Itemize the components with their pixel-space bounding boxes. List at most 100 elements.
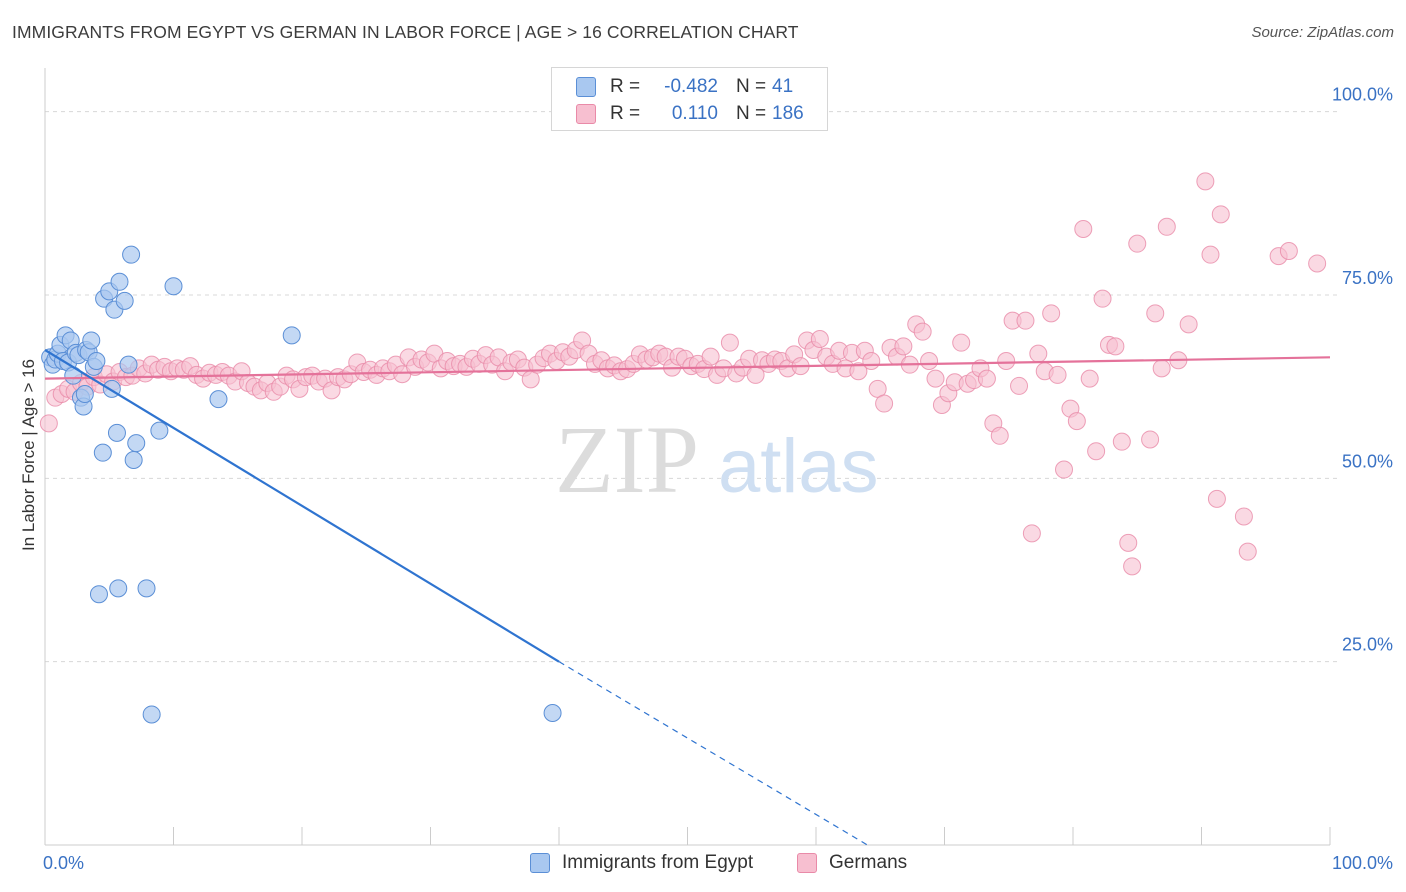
egypt-point	[150, 421, 169, 440]
egypt-point	[137, 579, 156, 598]
german-point	[1087, 442, 1106, 461]
egypt-point	[142, 705, 161, 724]
egypt-point	[119, 355, 138, 374]
german-point	[1211, 205, 1230, 224]
german-point	[1016, 311, 1035, 330]
german-point	[39, 414, 58, 433]
german-point	[720, 333, 739, 352]
y-axis-title: In Labor Force | Age > 16	[19, 359, 38, 551]
legend-r-label: R =	[610, 76, 641, 97]
x-tick-label: 0.0%	[43, 853, 84, 873]
german-point	[1074, 220, 1093, 238]
egypt-point	[282, 326, 301, 345]
watermark: ZIP atlas	[555, 406, 879, 513]
german-point	[1112, 432, 1131, 451]
legend-r-value: 0.110	[671, 103, 718, 124]
bottom-legend-german: Germans	[797, 852, 907, 874]
german-point	[875, 394, 894, 413]
egypt-point	[109, 579, 128, 598]
german-point	[1029, 344, 1048, 363]
legend-row-german: R = 0.110 N = 186	[576, 102, 804, 126]
egypt-point	[87, 352, 106, 370]
egypt-trend-extension	[558, 661, 868, 846]
bottom-legend-egypt: Immigrants from Egypt	[530, 852, 753, 874]
egypt-point	[89, 585, 108, 604]
correlation-legend: R = -0.482 N = 41 R = 0.110 N = 186	[551, 67, 828, 131]
german-point	[1093, 289, 1112, 308]
german-point	[849, 362, 868, 381]
egypt-point	[124, 451, 143, 469]
y-tick-label: 75.0%	[1342, 268, 1393, 288]
german-point	[1042, 304, 1061, 323]
x-tick-label: 100.0%	[1332, 853, 1393, 873]
german-point	[1279, 242, 1298, 260]
legend-n-value: 186	[772, 103, 804, 124]
source-attribution: Source: ZipAtlas.com	[1251, 24, 1394, 41]
egypt-trend-line	[44, 349, 560, 663]
chart-title: IMMIGRANTS FROM EGYPT VS GERMAN IN LABOR…	[12, 22, 799, 42]
watermark-atlas: atlas	[718, 424, 879, 509]
egypt-swatch	[576, 77, 596, 97]
german-point	[1238, 542, 1257, 561]
tick-labels: 25.0% 50.0% 75.0% 100.0% 0.0% 100.0%	[43, 85, 1393, 873]
german-point	[1157, 217, 1176, 236]
egypt-legend-label: Immigrants from Egypt	[562, 852, 754, 873]
egypt-point	[115, 291, 134, 310]
german-point	[1048, 365, 1067, 384]
german-point	[920, 352, 939, 370]
german-legend-label: Germans	[829, 852, 908, 873]
german-point	[990, 426, 1009, 445]
german-point	[894, 337, 913, 356]
german-point	[1201, 245, 1220, 264]
egypt-point	[122, 245, 141, 264]
german-point	[1022, 524, 1041, 543]
egypt-point	[127, 434, 146, 453]
egypt-point	[75, 385, 94, 403]
y-tick-label: 25.0%	[1342, 635, 1393, 655]
german-point	[810, 330, 829, 348]
german-point	[1055, 460, 1074, 479]
german-swatch	[576, 104, 596, 124]
legend-n-label: N =	[736, 76, 767, 97]
german-point	[1141, 430, 1160, 449]
german-series	[39, 172, 1327, 576]
german-point	[952, 333, 971, 352]
german-point	[701, 347, 720, 366]
german-point	[1128, 234, 1147, 253]
y-tick-label: 100.0%	[1332, 85, 1393, 105]
german-point	[926, 369, 945, 388]
german-point	[1119, 533, 1138, 552]
egypt-point	[107, 423, 126, 442]
german-point	[1234, 507, 1253, 526]
egypt-series	[41, 245, 562, 724]
german-trend-line	[44, 356, 1331, 380]
german-point	[1308, 254, 1327, 273]
german-point	[977, 369, 996, 388]
german-point	[1123, 557, 1142, 576]
egypt-point	[82, 331, 101, 350]
trend-lines	[44, 349, 1331, 846]
german-point	[1080, 369, 1099, 388]
egypt-swatch	[530, 853, 550, 873]
german-point	[1146, 304, 1165, 323]
egypt-point	[543, 704, 562, 722]
y-tick-label: 50.0%	[1342, 451, 1393, 471]
watermark-zip: ZIP	[555, 406, 699, 513]
egypt-point	[164, 277, 183, 296]
legend-n-value: 41	[772, 76, 794, 97]
german-point	[1067, 412, 1086, 431]
legend-r-value: -0.482	[664, 76, 718, 97]
egypt-point	[209, 390, 228, 409]
axes	[44, 68, 1331, 846]
german-point	[997, 352, 1016, 370]
german-swatch	[797, 853, 817, 873]
egypt-point	[110, 272, 129, 291]
german-point	[1106, 337, 1125, 356]
german-point	[862, 352, 881, 370]
egypt-point	[93, 443, 112, 462]
legend-row-egypt: R = -0.482 N = 41	[576, 75, 793, 99]
german-point	[1010, 376, 1029, 395]
legend-r-label: R =	[610, 103, 641, 124]
german-point	[1196, 172, 1215, 191]
